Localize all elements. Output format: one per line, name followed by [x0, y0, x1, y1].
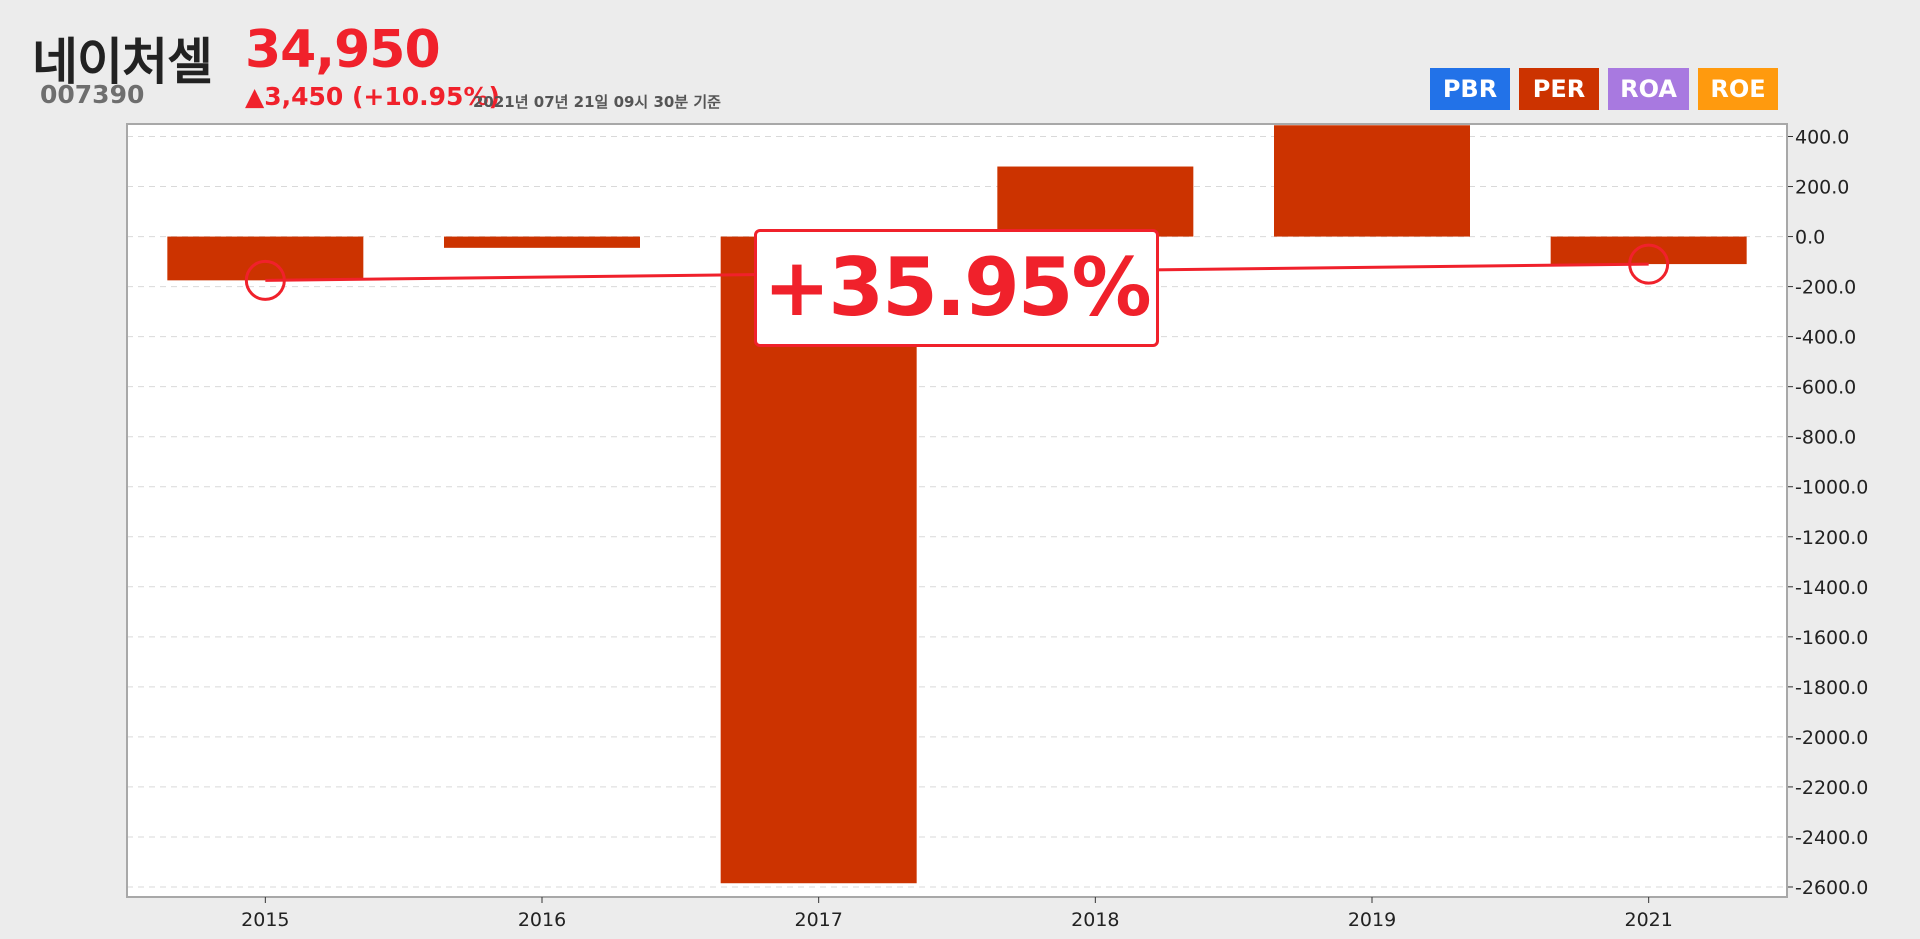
- plot-frame: [126, 123, 1788, 898]
- y-tick-label: -2000.0: [1795, 727, 1868, 749]
- x-tick-label: 2015: [241, 909, 289, 931]
- callout-text: +35.95%: [763, 241, 1151, 334]
- y-tick-label: -800.0: [1795, 427, 1856, 449]
- y-tick-label: 0.0: [1795, 227, 1825, 249]
- y-tick-label: -1800.0: [1795, 677, 1868, 699]
- y-tick-label: -1000.0: [1795, 477, 1868, 499]
- header: 네이처셀 007390 34,950 ▲3,450 (+10.95%) 2021…: [0, 0, 1920, 120]
- trend-end-marker: [1628, 243, 1670, 285]
- y-tick-label: -2400.0: [1795, 827, 1868, 849]
- y-tick-label: -400.0: [1795, 327, 1856, 349]
- x-tick-label: 2017: [794, 909, 842, 931]
- timestamp: 2021년 07년 21일 09시 30분 기준: [473, 93, 721, 111]
- y-tick-label: -2200.0: [1795, 777, 1868, 799]
- stock-code: 007390: [40, 80, 145, 109]
- legend-pbr-button[interactable]: PBR: [1430, 68, 1510, 110]
- legend-per-button[interactable]: PER: [1519, 68, 1599, 110]
- x-tick-label: 2016: [518, 909, 566, 931]
- y-tick-label: -1200.0: [1795, 527, 1868, 549]
- trend-start-marker: [244, 259, 286, 301]
- price-change: ▲3,450 (+10.95%): [245, 82, 500, 111]
- y-tick-label: -2600.0: [1795, 877, 1868, 899]
- y-tick-label: -200.0: [1795, 277, 1856, 299]
- x-tick-label: 2021: [1624, 909, 1672, 931]
- y-tick-label: 200.0: [1795, 177, 1849, 199]
- bar-2018: [997, 166, 1194, 237]
- legend-roa-button[interactable]: ROA: [1608, 68, 1689, 110]
- bar-2019: [1274, 125, 1470, 237]
- bar-2015: [167, 236, 364, 281]
- x-tick-label: 2019: [1348, 909, 1396, 931]
- y-tick-label: -600.0: [1795, 377, 1856, 399]
- bar-2021: [1550, 236, 1747, 265]
- current-price: 34,950: [245, 20, 441, 80]
- y-tick-label: -1400.0: [1795, 577, 1868, 599]
- bar-2016: [444, 236, 640, 248]
- x-tick-label: 2018: [1071, 909, 1119, 931]
- y-tick-label: 400.0: [1795, 127, 1849, 149]
- legend-roe-button[interactable]: ROE: [1698, 68, 1778, 110]
- y-tick-label: -1600.0: [1795, 627, 1868, 649]
- change-callout: +35.95%: [754, 229, 1159, 347]
- stock-name: 네이처셀: [32, 33, 213, 91]
